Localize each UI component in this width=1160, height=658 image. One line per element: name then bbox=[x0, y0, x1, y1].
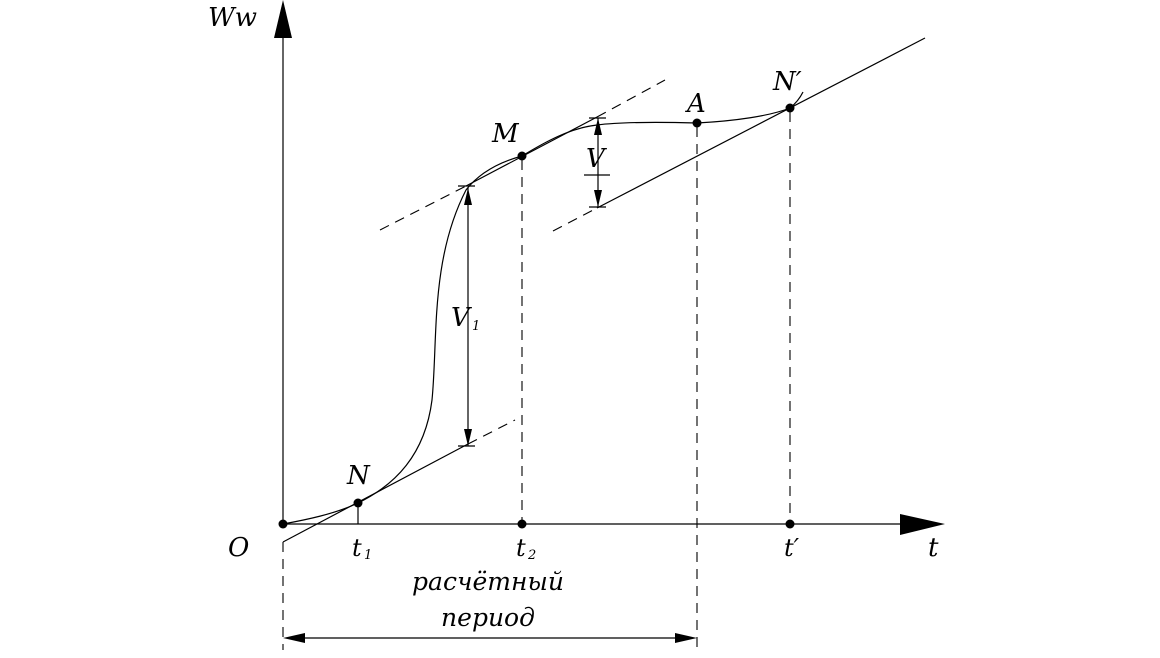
point-origin bbox=[278, 519, 288, 529]
label-A: A bbox=[685, 89, 706, 119]
tick-t2: t bbox=[516, 534, 526, 562]
tick-t2-sub: 2 bbox=[527, 548, 536, 563]
origin-label: O bbox=[228, 533, 249, 563]
tangent-M-dashed-right bbox=[596, 79, 666, 118]
point-t2 bbox=[517, 519, 527, 529]
v1-arrow-down bbox=[464, 429, 472, 446]
period-arrow-left bbox=[283, 633, 305, 643]
tangent-M-solid bbox=[465, 116, 598, 187]
label-N: N bbox=[346, 461, 371, 491]
base-line bbox=[282, 443, 469, 543]
label-V1-sub: 1 bbox=[472, 319, 480, 334]
label-V: V bbox=[586, 144, 607, 174]
point-M bbox=[517, 151, 527, 161]
label-V1: V bbox=[451, 303, 472, 333]
x-axis-arrowhead bbox=[900, 514, 945, 535]
y-axis-arrowhead bbox=[274, 0, 292, 38]
label-N-prime: N′ bbox=[772, 67, 802, 97]
point-N bbox=[353, 498, 363, 508]
tick-t-prime: t′ bbox=[784, 534, 800, 562]
tick-t1-sub: 1 bbox=[364, 548, 372, 563]
y-axis-label: Ww bbox=[208, 3, 257, 33]
period-label-line2: период bbox=[441, 603, 535, 632]
v-arrow-down bbox=[594, 190, 602, 207]
point-t-prime bbox=[785, 519, 795, 529]
base-line-dashed bbox=[467, 419, 516, 445]
lower-parallel-solid bbox=[596, 37, 926, 209]
main-curve bbox=[282, 91, 804, 525]
period-label-line1: расчётный bbox=[412, 567, 564, 596]
v-arrow-up bbox=[594, 118, 602, 135]
period-arrow-right bbox=[675, 633, 697, 643]
x-axis-label: t bbox=[928, 533, 939, 563]
tick-t1: t bbox=[352, 534, 362, 562]
lower-parallel-dashed bbox=[552, 207, 598, 232]
tangent-M-dashed-left bbox=[379, 185, 467, 231]
point-A bbox=[692, 118, 702, 128]
label-M: M bbox=[491, 119, 520, 149]
v1-arrow-up bbox=[464, 188, 472, 205]
point-N-prime bbox=[785, 103, 795, 113]
